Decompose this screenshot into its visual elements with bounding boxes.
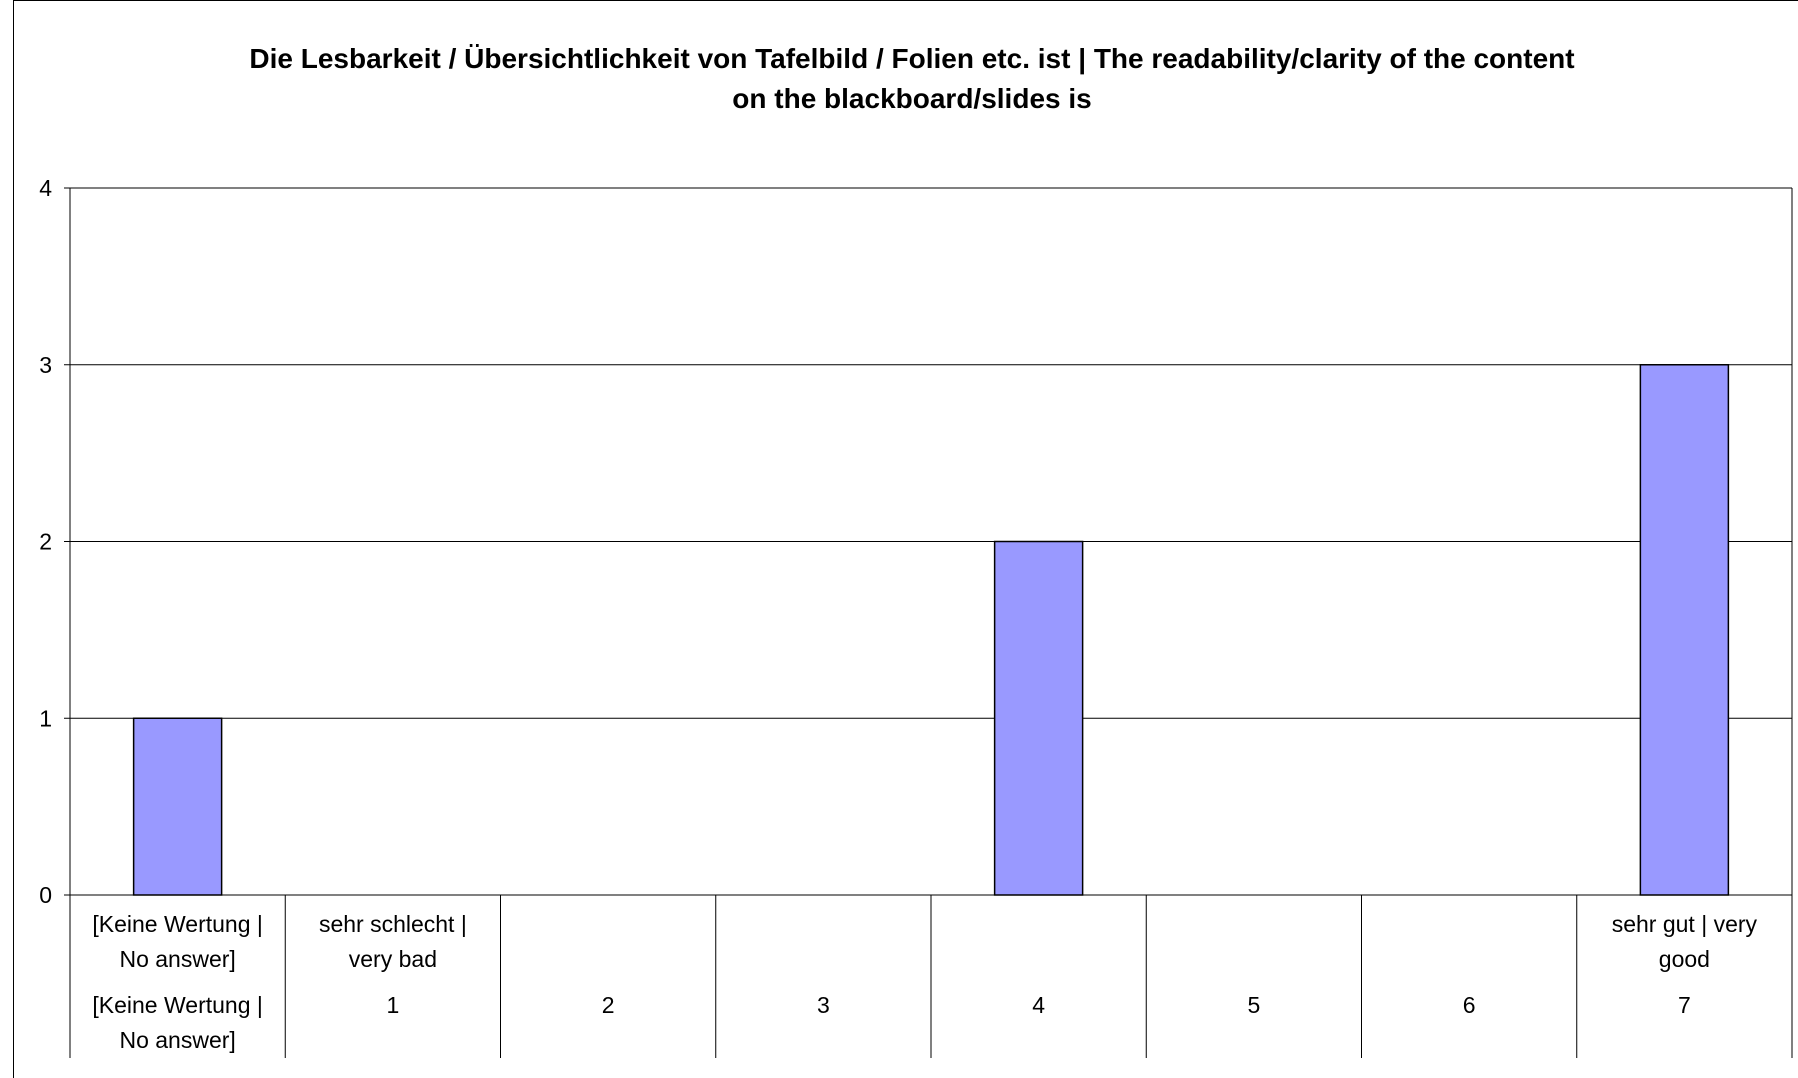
x-axis: [Keine Wertung | No answer] [Keine Wertung… [69, 894, 1793, 1058]
x-value-label-1-line-0: 1 [386, 992, 399, 1018]
x-scale-label-7-line-0: sehr gut | very [1612, 911, 1758, 937]
y-tick-label-4: 4 [39, 175, 52, 201]
x-value-label-0-line-1: No answer] [119, 1027, 235, 1053]
x-value-label-5-line-0: 5 [1247, 992, 1260, 1018]
x-value-label-3-line-0: 3 [817, 992, 830, 1018]
chart-title-line-1: Die Lesbarkeit / Übersichtlichkeit von T… [249, 43, 1574, 74]
x-scale-label-0-line-0: [Keine Wertung | [92, 911, 262, 937]
y-tick-label-2: 2 [39, 529, 52, 555]
y-tick-label-0: 0 [39, 882, 52, 908]
bar-4 [993, 540, 1084, 896]
x-value-label-6-line-0: 6 [1463, 992, 1476, 1018]
y-axis: 0 1 2 3 4 [39, 175, 71, 908]
x-scale-label-0-line-1: No answer] [119, 946, 235, 972]
bars [132, 364, 1730, 896]
x-value-label-4-line-0: 4 [1032, 992, 1045, 1018]
x-scale-label-1-line-1: very bad [349, 946, 437, 972]
x-scale-label-1-line-0: sehr schlecht | [319, 911, 467, 937]
x-value-label-7-line-0: 7 [1678, 992, 1691, 1018]
bar-7 [1639, 364, 1730, 896]
chart-frame [13, 0, 1798, 1078]
chart-title-line-2: on the blackboard/slides is [732, 83, 1091, 114]
gridlines [70, 187, 1792, 896]
x-value-label-0-line-0: [Keine Wertung | [92, 992, 262, 1018]
y-tick-label-3: 3 [39, 352, 52, 378]
x-value-label-2-line-0: 2 [602, 992, 615, 1018]
x-scale-label-7-line-1: good [1659, 946, 1710, 972]
y-tick-label-1: 1 [39, 705, 52, 731]
bar-0 [132, 717, 223, 896]
chart-title: Die Lesbarkeit / Übersichtlichkeit von T… [249, 43, 1574, 114]
